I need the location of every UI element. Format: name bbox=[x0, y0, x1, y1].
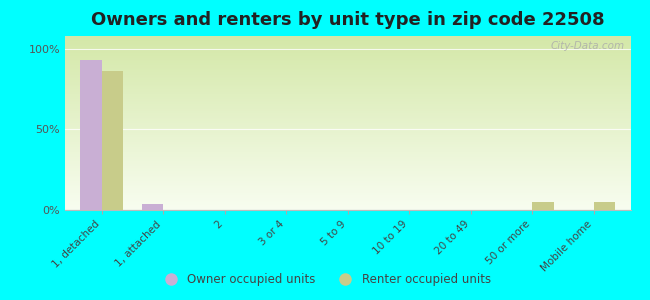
Bar bbox=[81, 60, 102, 210]
Bar bbox=[532, 202, 554, 210]
Bar bbox=[102, 71, 124, 210]
Text: City-Data.com: City-Data.com bbox=[551, 41, 625, 51]
Legend: Owner occupied units, Renter occupied units: Owner occupied units, Renter occupied un… bbox=[154, 269, 496, 291]
Bar bbox=[593, 202, 615, 210]
Title: Owners and renters by unit type in zip code 22508: Owners and renters by unit type in zip c… bbox=[91, 11, 604, 29]
Bar bbox=[142, 204, 163, 210]
